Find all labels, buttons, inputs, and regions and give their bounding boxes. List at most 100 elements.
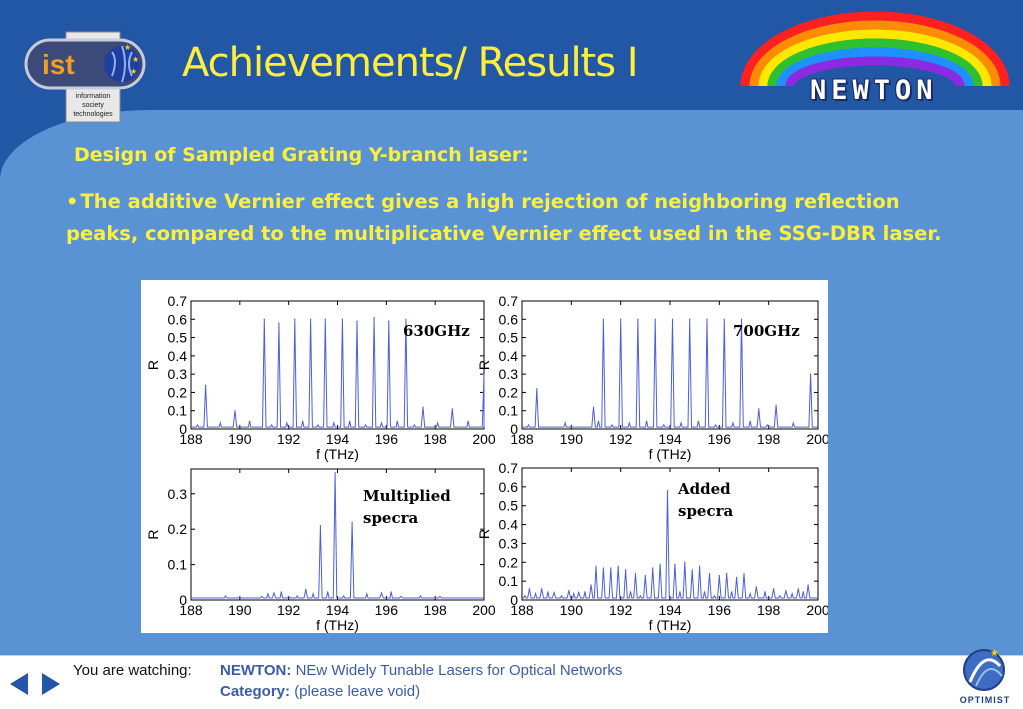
chart-1-ytick-label: 0.3 xyxy=(499,366,519,382)
chart-0-xtick-label: 196 xyxy=(375,431,399,447)
chart-1-ytick-label: 0.4 xyxy=(499,348,519,364)
chart-3-peak-point xyxy=(553,591,555,594)
footer-project-title: NEw Widely Tunable Lasers for Optical Ne… xyxy=(295,662,623,679)
chart-1-xtick-label: 198 xyxy=(757,431,781,447)
chart-1-xtick-label: 192 xyxy=(609,431,633,447)
chart-3-peak-point xyxy=(568,589,570,592)
chart-3-ytick-label: 0.6 xyxy=(499,479,519,495)
chart-1-peak-point xyxy=(671,318,674,320)
bullet-point: • The additive Vernier effect gives a hig… xyxy=(66,186,966,250)
chart-2-xtick-label: 200 xyxy=(472,602,496,618)
chart-3-peak-point xyxy=(528,588,530,590)
chart-1-xtick-label: 194 xyxy=(658,431,682,447)
next-slide-button[interactable] xyxy=(42,673,60,695)
chart-0-peak-point xyxy=(373,316,375,319)
chart-3-peak-point xyxy=(578,591,580,594)
chart-1-ytick-label: 0.5 xyxy=(499,330,519,346)
chart-0-annotation: 630GHz xyxy=(403,322,470,340)
optimist-star-icon: ★ xyxy=(990,648,999,659)
chart-2-peak-point xyxy=(380,592,383,594)
chart-0-peak-point xyxy=(405,318,407,320)
chart-2-xtick-label: 188 xyxy=(179,602,203,618)
chart-0-peak-point xyxy=(234,410,236,412)
chart-3-peak-point xyxy=(644,574,646,577)
chart-0-ytick-label: 0.2 xyxy=(168,384,188,400)
chart-0-peak-point xyxy=(356,320,358,322)
chart-3-peak-point xyxy=(807,584,809,586)
chart-3-peak-point xyxy=(785,589,787,592)
chart-1-peak-point xyxy=(740,318,743,320)
chart-2-peak-point xyxy=(351,521,353,523)
chart-2-annotation-line1: Multiplied xyxy=(363,487,451,505)
chart-0-peak-point xyxy=(263,318,265,320)
chart-2-ytick-label: 0 xyxy=(179,592,187,608)
chart-3-ytick-label: 0.3 xyxy=(499,535,519,551)
chart-0-xtick-label: 188 xyxy=(179,431,203,447)
chart-1-peak-point xyxy=(758,408,760,410)
chart-3-xlabel: f (THz) xyxy=(649,617,692,633)
chart-3-peak-point xyxy=(659,563,661,565)
you-are-watching-label: You are watching: xyxy=(73,662,192,679)
chart-1-peak-point xyxy=(602,318,604,320)
ist-caption-3: technologies xyxy=(73,111,113,118)
chart-1-peak-point xyxy=(536,388,538,390)
chart-1-peak-point xyxy=(637,318,639,320)
chart-2-xtick-label: 198 xyxy=(423,602,447,618)
footer-project-name: NEWTON: xyxy=(220,662,292,679)
chart-2-trace xyxy=(191,472,484,599)
chart-3-peak-point xyxy=(736,576,738,578)
chart-2-ytick-label: 0.1 xyxy=(168,557,188,573)
chart-3-peak-point xyxy=(691,569,693,571)
chart-1-ytick-label: 0.6 xyxy=(499,311,519,327)
chart-3-trace xyxy=(522,490,818,599)
chart-2-peak-point xyxy=(305,588,307,590)
bullet-mark: • xyxy=(66,190,79,213)
chart-1-peak-point xyxy=(689,318,691,320)
chart-3-ytick-label: 0.4 xyxy=(499,517,519,533)
chart-0-xtick-label: 192 xyxy=(277,431,301,447)
ist-caption-1: information xyxy=(76,93,111,100)
chart-0-xtick-label: 194 xyxy=(326,431,350,447)
chart-3-peak-point xyxy=(666,490,669,492)
chart-0-peak-point xyxy=(310,318,312,320)
chart-2-xlabel: f (THz) xyxy=(316,617,359,633)
previous-slide-button[interactable] xyxy=(10,673,28,695)
chart-3-peak-point xyxy=(699,565,701,567)
chart-3-ytick-label: 0.5 xyxy=(499,498,519,514)
chart-1-ytick-label: 0.7 xyxy=(499,293,519,309)
ist-logo-text: ist xyxy=(42,49,75,80)
chart-0-ytick-label: 0 xyxy=(179,421,187,437)
chart-3-xtick-label: 200 xyxy=(806,602,828,618)
chart-1-peak-point xyxy=(654,318,656,320)
chart-3-peak-point xyxy=(652,567,654,569)
charts-svg: 188 190 192 194 196 198 200 0 0.1 0.2 0.3 0.4 0.5 0.6… xyxy=(145,293,830,633)
bullet-text: The additive Vernier effect gives a high… xyxy=(66,190,942,245)
chart-3-xtick-label: 188 xyxy=(510,602,534,618)
section-subtitle: Design of Sampled Grating Y-branch laser… xyxy=(74,144,529,166)
chart-2-xtick-label: 192 xyxy=(277,602,301,618)
chart-1-xtick-label: 196 xyxy=(708,431,732,447)
chart-3-peak-point xyxy=(602,567,604,569)
footer-category: Category: (please leave void) xyxy=(220,683,420,700)
chart-1-peak-point xyxy=(592,406,595,408)
chart-0-xtick-label: 190 xyxy=(228,431,252,447)
chart-3-peak-point xyxy=(610,567,612,569)
chart-1-xtick-label: 188 xyxy=(510,431,534,447)
chart-0-ytick-label: 0.6 xyxy=(168,311,188,327)
chart-0-ytick-label: 0.1 xyxy=(168,403,188,419)
chart-1-ytick-label: 0.2 xyxy=(499,384,519,400)
star-icon: ★ xyxy=(130,67,137,76)
chart-0-peak-point xyxy=(388,320,390,322)
chart-2-peak-point xyxy=(273,592,275,594)
chart-3-frame xyxy=(521,467,819,601)
chart-2-peak-point xyxy=(288,595,290,598)
chart-3-peak-point xyxy=(797,588,799,590)
chart-0-ylabel: R xyxy=(145,360,161,370)
optimist-logo-text: OPTIMIST xyxy=(960,695,1011,705)
chart-3-peak-point xyxy=(541,588,543,590)
chart-1-peak-point xyxy=(723,318,725,320)
chart-3-peak-point xyxy=(743,573,745,575)
chart-2-ytick-label: 0.2 xyxy=(168,521,188,537)
chart-0-ytick-label: 0.3 xyxy=(168,366,188,382)
chart-0-trace xyxy=(191,317,485,428)
